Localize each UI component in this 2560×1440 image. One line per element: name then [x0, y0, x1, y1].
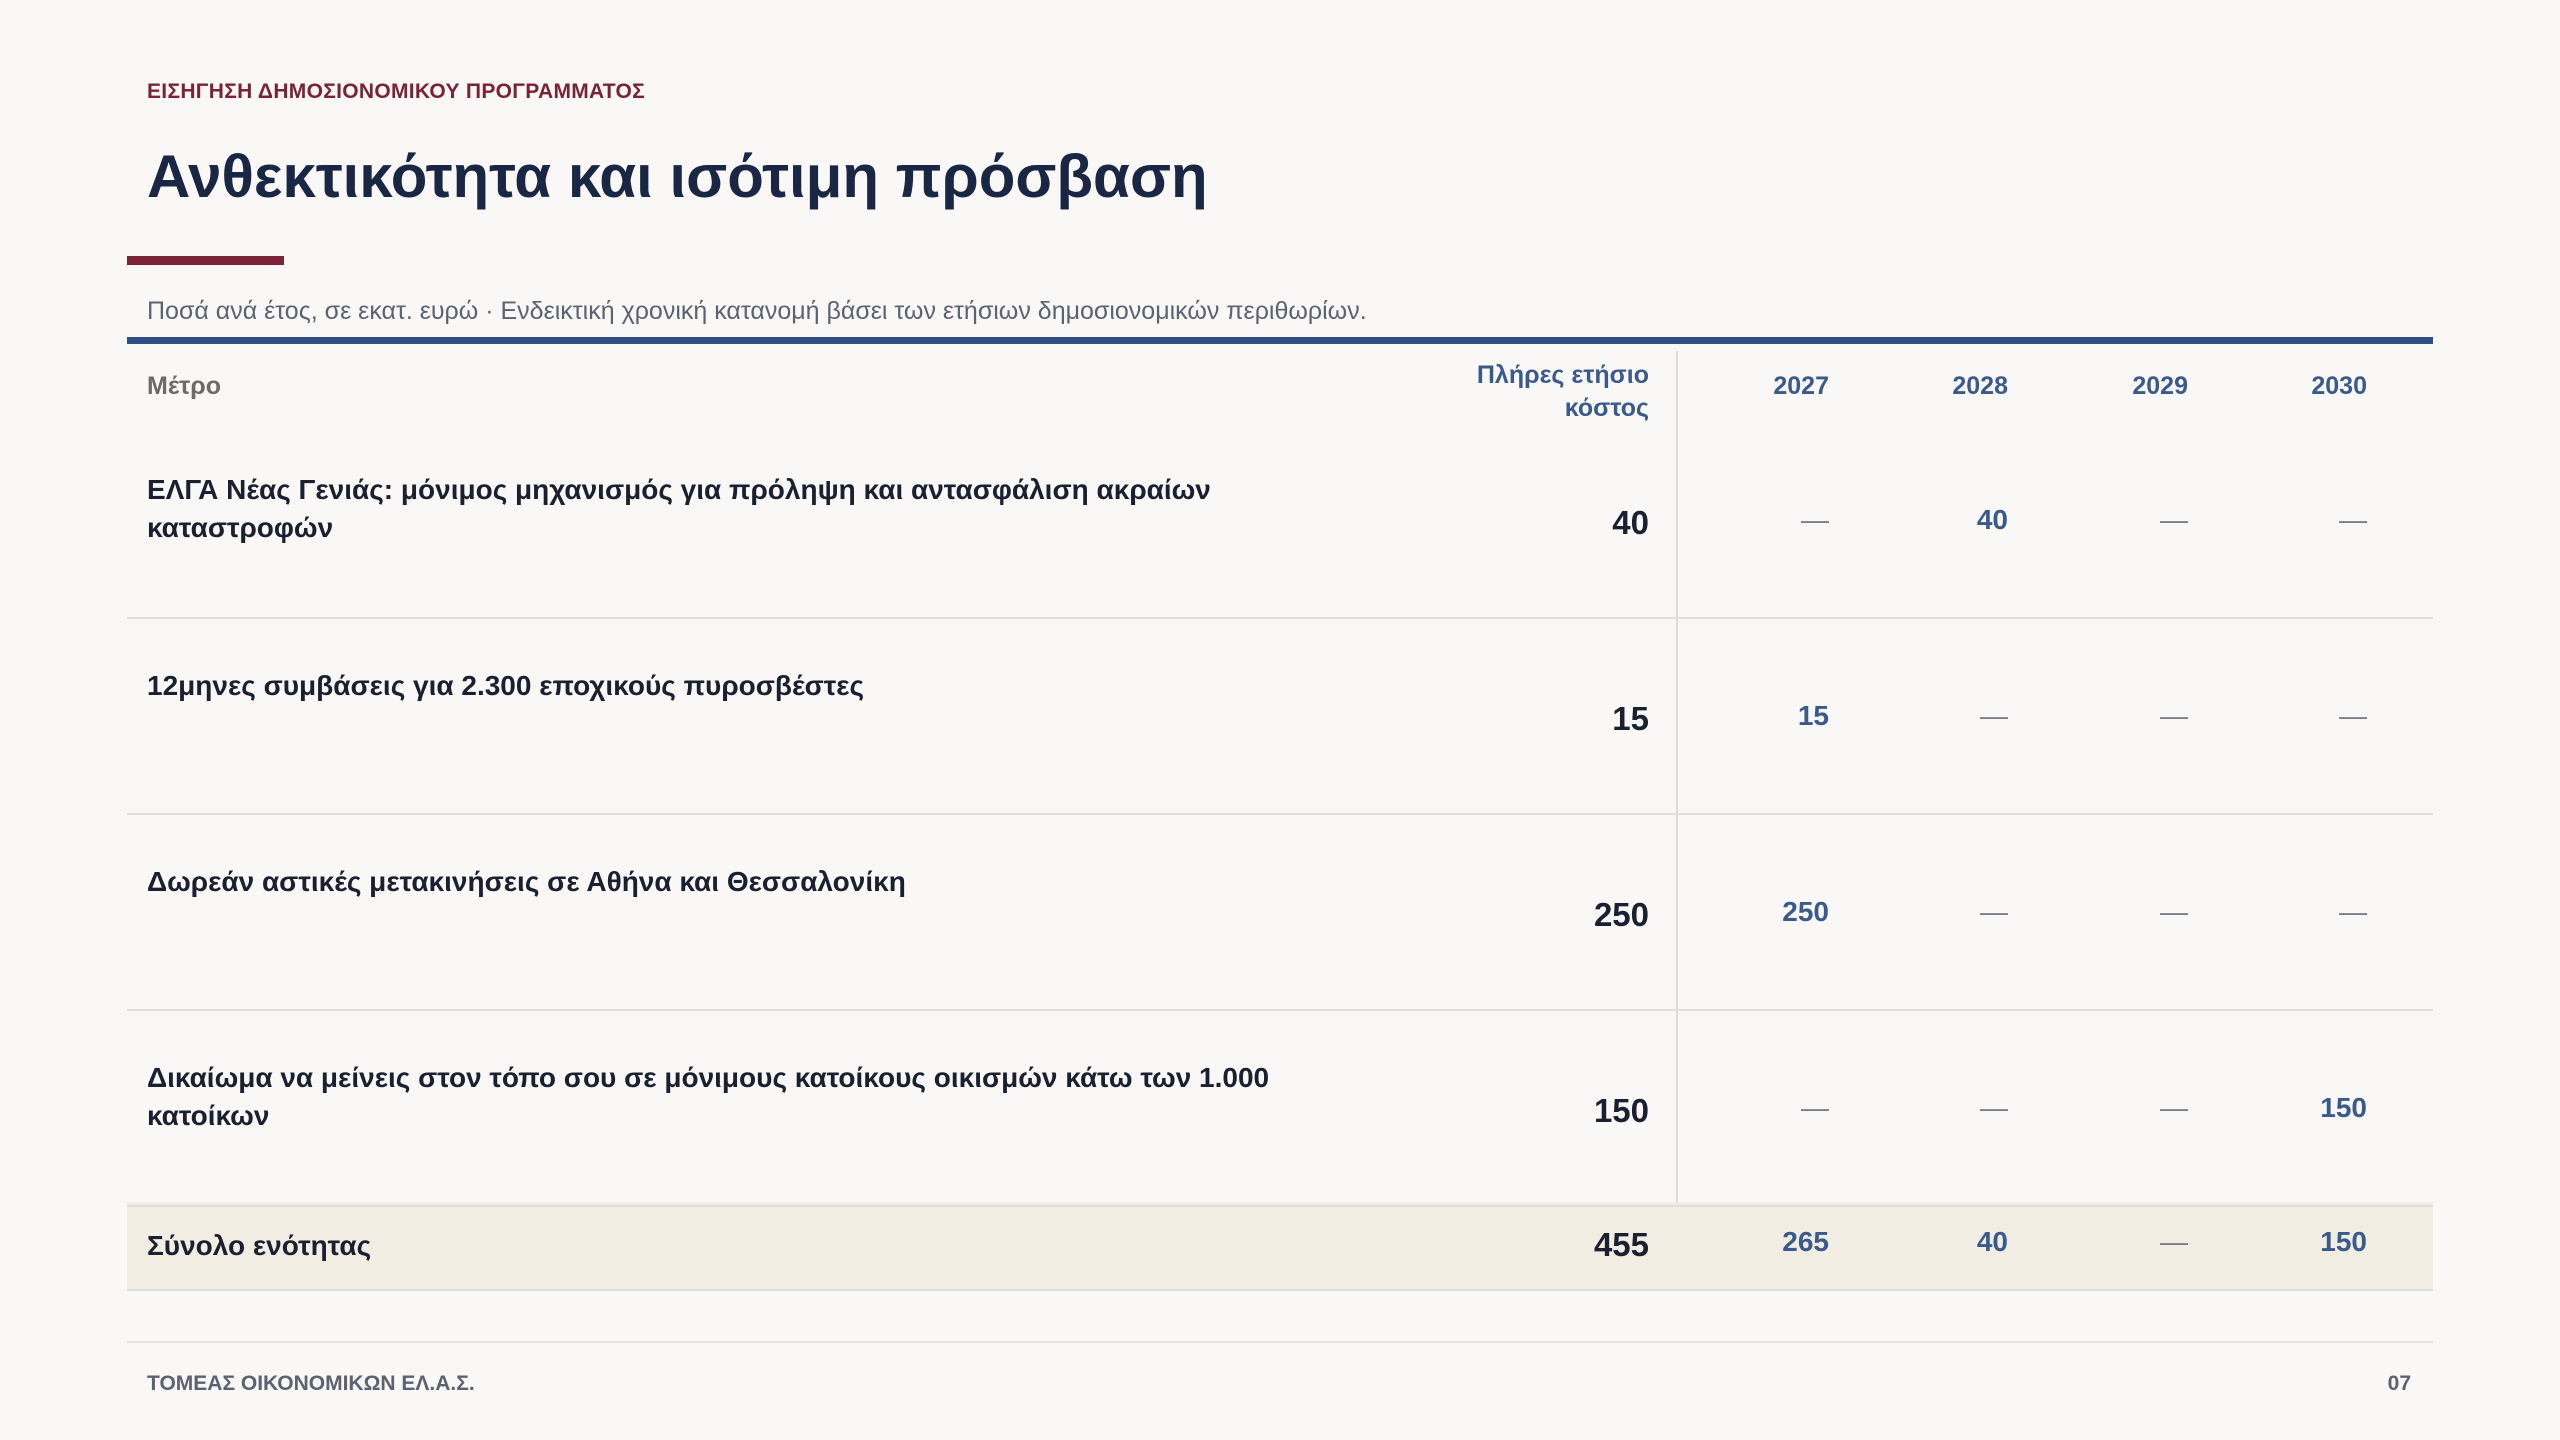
column-header: 2028: [1952, 372, 2008, 400]
year-cell: —: [1980, 1092, 2008, 1123]
measure-label: ΕΛΓΑ Νέας Γενιάς: μόνιμος μηχανισμός για…: [147, 474, 1211, 543]
kicker: ΕΙΣΗΓΗΣΗ ΔΗΜΟΣΙΟΝΟΜΙΚΟΥ ΠΡΟΓΡΑΜΜΑΤΟΣ: [147, 80, 646, 103]
year-cell: —: [1801, 504, 1829, 535]
year-cell: —: [1801, 1092, 1829, 1123]
row-separator: [127, 1205, 2433, 1207]
column-header: 2029: [2132, 372, 2188, 400]
column-header: Πλήρες ετήσιο κόστος: [1476, 361, 1649, 422]
row-separator: [127, 1009, 2433, 1011]
cost-cell: 15: [1612, 700, 1649, 737]
year-cell: 15: [1797, 700, 1829, 731]
subtitle: Ποσά ανά έτος, σε εκατ. ευρώ · Ενδεικτικ…: [147, 297, 1367, 325]
year-cell: —: [2160, 700, 2188, 731]
year-cell: 150: [2320, 1226, 2367, 1257]
row-separator: [127, 813, 2433, 815]
year-cell: —: [2160, 504, 2188, 535]
accent-bar: [127, 256, 284, 265]
year-cell: —: [2160, 1226, 2188, 1257]
year-cell: —: [2339, 700, 2367, 731]
year-cell: 40: [1976, 504, 2008, 535]
year-cell: —: [1980, 896, 2008, 927]
column-header: 2027: [1773, 372, 1829, 400]
year-cell: 265: [1782, 1226, 1829, 1257]
year-cell: 40: [1976, 1226, 2008, 1257]
total-row-bg: [127, 1202, 2433, 1290]
total-label: Σύνολο ενότητας: [147, 1230, 372, 1261]
cost-cell: 250: [1593, 896, 1649, 933]
cost-cell: 455: [1593, 1226, 1649, 1263]
total-bottom-line: [127, 1289, 2433, 1291]
year-cell: 250: [1782, 896, 1829, 927]
footer-text: ΤΟΜΕΑΣ ΟΙΚΟΝΟΜΙΚΩΝ ΕΛ.Α.Σ.: [147, 1372, 475, 1395]
year-cell: —: [2160, 896, 2188, 927]
table-rule: [127, 337, 2433, 344]
year-cell: —: [2160, 1092, 2188, 1123]
column-divider: [1676, 351, 1678, 1202]
title: Ανθεκτικότητα και ισότιμη πρόσβαση: [147, 143, 1208, 210]
year-cell: 150: [2320, 1092, 2367, 1123]
column-header: Μέτρο: [147, 372, 221, 400]
page-number: 07: [2387, 1372, 2411, 1395]
row-separator: [127, 617, 2433, 619]
measure-label: Δικαίωμα να μείνεις στον τόπο σου σε μόν…: [147, 1062, 1270, 1131]
year-cell: —: [2339, 504, 2367, 535]
cost-cell: 150: [1593, 1092, 1649, 1129]
year-cell: —: [1980, 700, 2008, 731]
footer-rule: [127, 1341, 2433, 1343]
measure-label: 12μηνες συμβάσεις για 2.300 εποχικούς πυ…: [147, 670, 865, 701]
measure-label: Δωρεάν αστικές μετακινήσεις σε Αθήνα και…: [147, 866, 906, 897]
year-cell: —: [2339, 896, 2367, 927]
column-header: 2030: [2311, 372, 2367, 400]
cost-cell: 40: [1612, 504, 1649, 541]
